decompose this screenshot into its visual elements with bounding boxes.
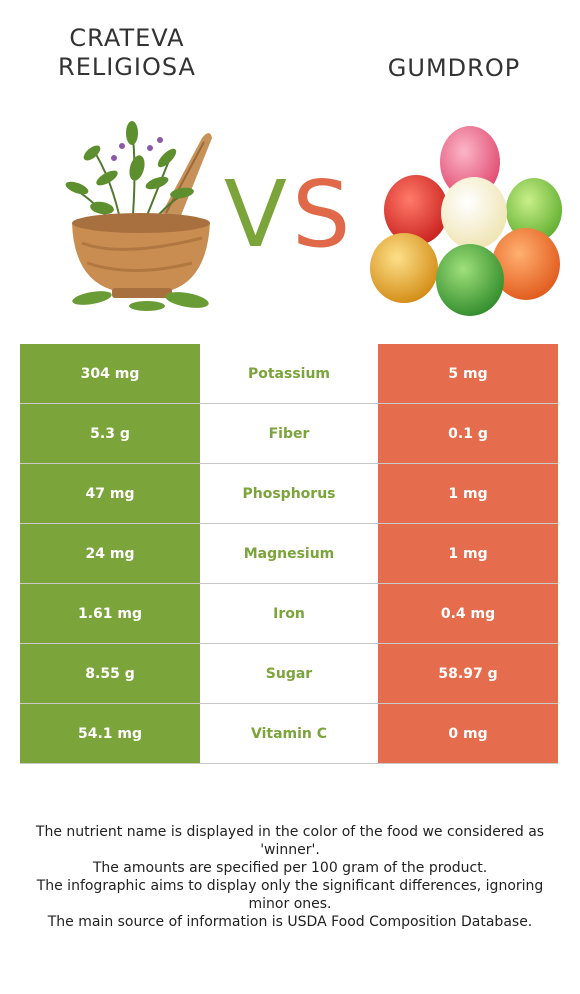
right-value: 0.1 g [378,404,558,463]
right-food-title: Gumdrop [387,54,521,82]
gumdrops-candy-icon [370,126,562,316]
right-value: 1 mg [378,524,558,583]
nutrient-name: Potassium [200,344,378,403]
left-value: 304 mg [20,344,200,403]
table-row: 1.61 mg Iron 0.4 mg [20,584,558,644]
footnote-winner: The nutrient name is displayed in the co… [35,824,545,858]
nutrient-name: Magnesium [200,524,378,583]
right-value: 1 mg [378,464,558,523]
table-row: 24 mg Magnesium 1 mg [20,524,558,584]
right-value: 5 mg [378,344,558,403]
table-row: 5.3 g Fiber 0.1 g [20,404,558,464]
table-row: 47 mg Phosphorus 1 mg [20,464,558,524]
nutrient-comparison-table: 304 mg Potassium 5 mg 5.3 g Fiber 0.1 g 47 mg P… [20,344,558,764]
nutrient-name: Vitamin C [200,704,378,763]
nutrient-name: Phosphorus [200,464,378,523]
table-row: 8.55 g Sugar 58.97 g [20,644,558,704]
left-value: 54.1 mg [20,704,200,763]
table-row: 304 mg Potassium 5 mg [20,344,558,404]
left-food-title: Crateva religiosa [58,24,196,81]
right-value: 0.4 mg [378,584,558,643]
left-value: 47 mg [20,464,200,523]
footnotes: The nutrient name is displayed in the co… [20,823,560,931]
herbs-mortar-pestle-icon [65,121,212,311]
right-value: 58.97 g [378,644,558,703]
left-value: 1.61 mg [20,584,200,643]
left-value: 8.55 g [20,644,200,703]
left-value: 5.3 g [20,404,200,463]
footnote-amounts: The amounts are specified per 100 gram o… [92,860,488,876]
vs-letter-s: S [292,161,351,268]
footnote-source: The main source of information is USDA F… [47,914,533,930]
vs-letter-v: V [224,161,287,268]
nutrient-name: Iron [200,584,378,643]
right-value: 0 mg [378,704,558,763]
footnote-differences: The infographic aims to display only the… [36,878,544,912]
nutrient-name: Fiber [200,404,378,463]
nutrient-name: Sugar [200,644,378,703]
left-value: 24 mg [20,524,200,583]
